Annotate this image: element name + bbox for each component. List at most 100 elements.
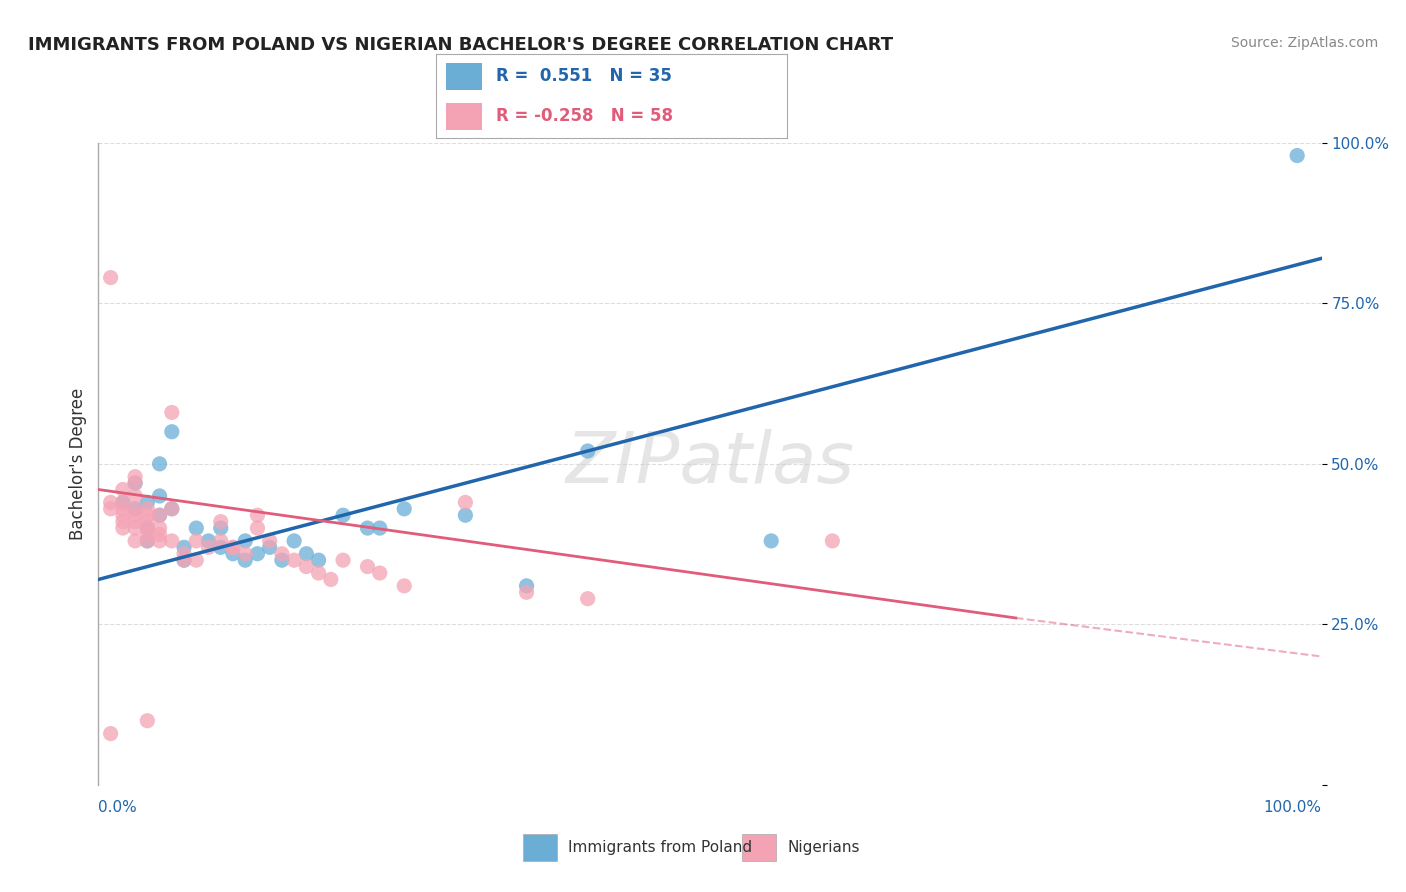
Point bbox=[576, 444, 599, 458]
Point bbox=[308, 566, 330, 580]
Point bbox=[124, 476, 146, 491]
Point bbox=[124, 501, 146, 516]
Point bbox=[136, 533, 159, 548]
Point bbox=[283, 553, 305, 567]
Point bbox=[136, 527, 159, 541]
Point bbox=[136, 501, 159, 516]
FancyBboxPatch shape bbox=[523, 834, 557, 861]
Point bbox=[100, 270, 122, 285]
Text: IMMIGRANTS FROM POLAND VS NIGERIAN BACHELOR'S DEGREE CORRELATION CHART: IMMIGRANTS FROM POLAND VS NIGERIAN BACHE… bbox=[28, 36, 893, 54]
Point bbox=[270, 547, 294, 561]
Point bbox=[233, 547, 256, 561]
Point bbox=[149, 457, 172, 471]
Point bbox=[124, 476, 146, 491]
Point bbox=[124, 521, 146, 535]
Point bbox=[197, 533, 219, 548]
Point bbox=[160, 533, 183, 548]
Point bbox=[454, 495, 477, 509]
Point bbox=[160, 425, 183, 439]
Text: R =  0.551   N = 35: R = 0.551 N = 35 bbox=[496, 68, 672, 86]
Point bbox=[124, 501, 146, 516]
Point bbox=[136, 533, 159, 548]
Point bbox=[149, 527, 172, 541]
Point bbox=[173, 547, 195, 561]
Point bbox=[149, 533, 172, 548]
Point bbox=[246, 508, 269, 523]
Point bbox=[136, 521, 159, 535]
Point bbox=[186, 521, 208, 535]
Point bbox=[515, 585, 537, 599]
Text: 100.0%: 100.0% bbox=[1264, 800, 1322, 814]
Point bbox=[111, 495, 134, 509]
Point bbox=[149, 521, 172, 535]
Point bbox=[454, 508, 477, 523]
Point bbox=[111, 501, 134, 516]
Text: Source: ZipAtlas.com: Source: ZipAtlas.com bbox=[1230, 36, 1378, 50]
Point bbox=[136, 521, 159, 535]
Point bbox=[111, 495, 134, 509]
Point bbox=[111, 521, 134, 535]
Point bbox=[1286, 148, 1309, 162]
Point bbox=[124, 469, 146, 483]
Point bbox=[392, 501, 416, 516]
Text: R = -0.258   N = 58: R = -0.258 N = 58 bbox=[496, 107, 672, 125]
Point bbox=[259, 533, 281, 548]
Point bbox=[515, 579, 537, 593]
Point bbox=[111, 483, 134, 497]
Point bbox=[124, 515, 146, 529]
Point bbox=[209, 533, 232, 548]
Point bbox=[821, 533, 844, 548]
Point bbox=[124, 508, 146, 523]
Point bbox=[160, 501, 183, 516]
Point bbox=[368, 566, 391, 580]
FancyBboxPatch shape bbox=[447, 62, 481, 90]
Point bbox=[149, 508, 172, 523]
Point bbox=[308, 553, 330, 567]
Point bbox=[186, 553, 208, 567]
Point bbox=[270, 553, 294, 567]
Point bbox=[295, 559, 318, 574]
Point bbox=[160, 405, 183, 419]
Point bbox=[209, 515, 232, 529]
Point bbox=[761, 533, 783, 548]
Point bbox=[222, 547, 245, 561]
Point bbox=[100, 726, 122, 740]
Point bbox=[209, 521, 232, 535]
Point bbox=[136, 508, 159, 523]
Point bbox=[576, 591, 599, 606]
Point bbox=[136, 714, 159, 728]
Point bbox=[368, 521, 391, 535]
Point bbox=[124, 533, 146, 548]
Text: Immigrants from Poland: Immigrants from Poland bbox=[568, 840, 752, 855]
Point bbox=[111, 508, 134, 523]
Point bbox=[233, 533, 256, 548]
Point bbox=[149, 508, 172, 523]
Point bbox=[111, 515, 134, 529]
Point bbox=[149, 489, 172, 503]
Point bbox=[259, 541, 281, 555]
Point bbox=[283, 533, 305, 548]
Point bbox=[332, 553, 354, 567]
Point bbox=[136, 495, 159, 509]
FancyBboxPatch shape bbox=[447, 103, 481, 130]
Point bbox=[100, 501, 122, 516]
FancyBboxPatch shape bbox=[742, 834, 776, 861]
Point bbox=[356, 521, 378, 535]
Point bbox=[356, 559, 378, 574]
Point bbox=[246, 521, 269, 535]
Text: Nigerians: Nigerians bbox=[787, 840, 860, 855]
Point bbox=[124, 489, 146, 503]
Point bbox=[100, 495, 122, 509]
Point bbox=[197, 541, 219, 555]
Y-axis label: Bachelor's Degree: Bachelor's Degree bbox=[69, 388, 87, 540]
Point bbox=[222, 541, 245, 555]
Point bbox=[186, 533, 208, 548]
Point bbox=[295, 547, 318, 561]
Point bbox=[319, 573, 342, 587]
Point bbox=[136, 515, 159, 529]
Point bbox=[160, 501, 183, 516]
Point bbox=[173, 553, 195, 567]
Point bbox=[209, 541, 232, 555]
Point bbox=[392, 579, 416, 593]
Point bbox=[233, 553, 256, 567]
